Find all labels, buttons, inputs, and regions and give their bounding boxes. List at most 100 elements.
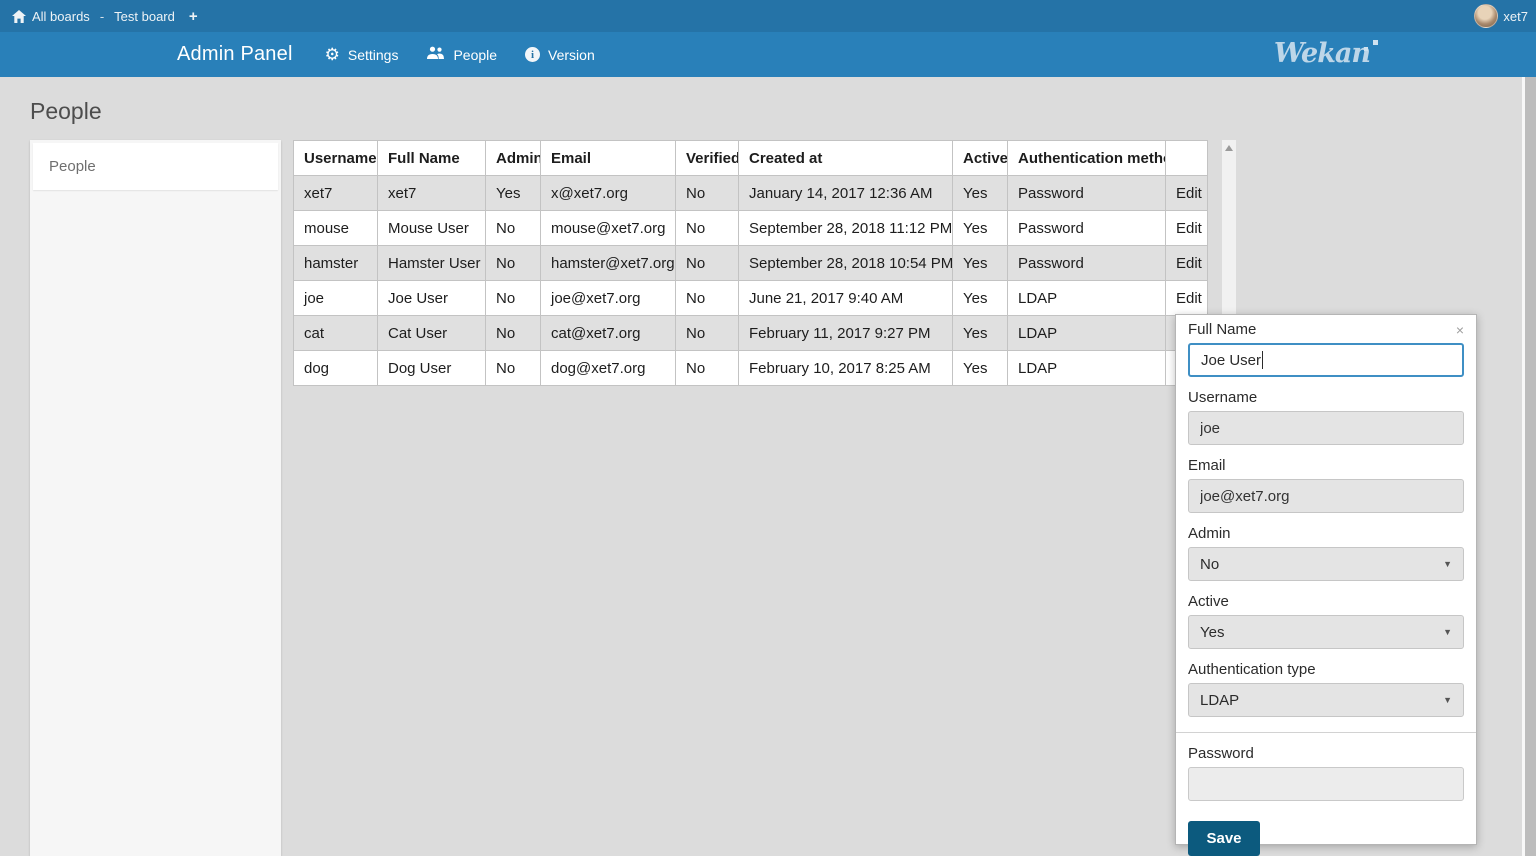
- cell-email: joe@xet7.org: [540, 280, 676, 316]
- users-table: Username Full Name Admin Email Verified …: [293, 140, 1208, 386]
- edit-link[interactable]: Edit: [1176, 219, 1202, 237]
- nav-settings[interactable]: ⚙ Settings: [325, 46, 399, 63]
- cell-auth-method: Password: [1007, 175, 1166, 211]
- cell-admin: No: [485, 280, 541, 316]
- auth-type-select-value: LDAP: [1200, 691, 1240, 709]
- admin-select-value: No: [1200, 555, 1220, 573]
- table-row: joe Joe User No joe@xet7.org No June 21,…: [293, 280, 1208, 316]
- password-input[interactable]: [1188, 767, 1464, 801]
- active-select-value: Yes: [1200, 623, 1225, 641]
- cell-full-name: Dog User: [377, 350, 486, 386]
- password-label: Password: [1188, 745, 1254, 762]
- logo-pixel: [1364, 47, 1368, 51]
- user-menu[interactable]: xet7: [1474, 0, 1528, 32]
- email-input: [1188, 479, 1464, 513]
- cell-full-name: Hamster User: [377, 245, 486, 281]
- cell-created-at: January 14, 2017 12:36 AM: [738, 175, 953, 211]
- sidebar-item-people[interactable]: People: [33, 143, 278, 190]
- active-select[interactable]: Yes ▼: [1188, 615, 1464, 649]
- cell-auth-method: Password: [1007, 245, 1166, 281]
- full-name-value: Joe User: [1201, 351, 1262, 369]
- username-label: Username: [1188, 389, 1258, 406]
- edit-link[interactable]: Edit: [1176, 254, 1202, 272]
- page-title: People: [30, 98, 102, 124]
- home-icon: [12, 9, 26, 23]
- scroll-up-arrow-icon[interactable]: [1225, 145, 1233, 151]
- nav-version-label: Version: [548, 46, 595, 63]
- nav-people[interactable]: People: [426, 46, 497, 63]
- table-row: dog Dog User No dog@xet7.org No February…: [293, 350, 1208, 386]
- cell-auth-method: LDAP: [1007, 315, 1166, 351]
- board-name-link[interactable]: Test board: [114, 8, 175, 24]
- wekan-logo: Wekan: [1262, 38, 1382, 69]
- col-actions: [1165, 140, 1208, 176]
- auth-type-select[interactable]: LDAP ▼: [1188, 683, 1464, 717]
- full-name-input[interactable]: Joe User: [1188, 343, 1464, 377]
- email-label: Email: [1188, 457, 1226, 474]
- text-cursor: [1262, 351, 1264, 369]
- board-top-bar: All boards - Test board + xet7: [0, 0, 1536, 32]
- col-username: Username: [293, 140, 378, 176]
- cell-admin: Yes: [485, 175, 541, 211]
- admin-header: Admin Panel ⚙ Settings People i Version …: [0, 32, 1536, 77]
- info-icon: i: [525, 47, 541, 62]
- close-icon[interactable]: ×: [1455, 322, 1464, 338]
- admin-nav: ⚙ Settings People i Version: [325, 46, 595, 63]
- cell-verified: No: [675, 315, 739, 351]
- cell-active: Yes: [952, 245, 1008, 281]
- page-header-title: Admin Panel: [177, 43, 293, 65]
- cell-username: joe: [293, 280, 378, 316]
- auth-type-label: Authentication type: [1188, 661, 1316, 678]
- edit-link[interactable]: Edit: [1176, 184, 1202, 202]
- people-icon: [426, 46, 445, 63]
- nav-people-label: People: [453, 46, 498, 63]
- save-button[interactable]: Save: [1188, 821, 1260, 856]
- col-email: Email: [540, 140, 676, 176]
- add-board-icon[interactable]: +: [188, 7, 198, 25]
- cell-verified: No: [675, 210, 739, 246]
- table-row: mouse Mouse User No mouse@xet7.org No Se…: [293, 210, 1208, 246]
- cell-verified: No: [675, 175, 739, 211]
- wekan-logo-text: Wekan: [1273, 38, 1371, 69]
- cell-active: Yes: [952, 210, 1008, 246]
- nav-version[interactable]: i Version: [525, 47, 595, 63]
- cell-verified: No: [675, 280, 739, 316]
- user-name: xet7: [1503, 8, 1528, 24]
- chevron-down-icon: ▼: [1443, 695, 1452, 705]
- cell-username: xet7: [293, 175, 378, 211]
- table-row: hamster Hamster User No hamster@xet7.org…: [293, 245, 1208, 281]
- cell-email: x@xet7.org: [540, 175, 676, 211]
- col-active: Active: [952, 140, 1008, 176]
- breadcrumb-separator: -: [99, 8, 105, 24]
- cell-full-name: xet7: [377, 175, 486, 211]
- cell-email: dog@xet7.org: [540, 350, 676, 386]
- col-created-at: Created at: [738, 140, 953, 176]
- home-link[interactable]: All boards: [12, 9, 90, 24]
- cell-active: Yes: [952, 315, 1008, 351]
- cell-email: hamster@xet7.org: [540, 245, 676, 281]
- nav-settings-label: Settings: [347, 46, 399, 63]
- cell-created-at: February 11, 2017 9:27 PM: [738, 315, 953, 351]
- chevron-down-icon: ▼: [1443, 559, 1452, 569]
- cell-admin: No: [485, 210, 541, 246]
- page-scrollbar-thumb[interactable]: [1525, 77, 1536, 856]
- cell-full-name: Mouse User: [377, 210, 486, 246]
- page-scrollbar[interactable]: [1522, 77, 1536, 856]
- table-header-row: Username Full Name Admin Email Verified …: [293, 140, 1208, 176]
- col-auth-method: Authentication method: [1007, 140, 1166, 176]
- cell-email: mouse@xet7.org: [540, 210, 676, 246]
- sidebar: People: [30, 140, 281, 856]
- cell-created-at: June 21, 2017 9:40 AM: [738, 280, 953, 316]
- cell-auth-method: LDAP: [1007, 350, 1166, 386]
- all-boards-link[interactable]: All boards: [32, 8, 90, 24]
- active-label: Active: [1188, 593, 1229, 610]
- table-row: cat Cat User No cat@xet7.org No February…: [293, 315, 1208, 351]
- col-full-name: Full Name: [377, 140, 486, 176]
- cell-full-name: Cat User: [377, 315, 486, 351]
- admin-select[interactable]: No ▼: [1188, 547, 1464, 581]
- edit-link[interactable]: Edit: [1176, 289, 1202, 307]
- cell-verified: No: [675, 350, 739, 386]
- cell-created-at: September 28, 2018 10:54 PM: [738, 245, 953, 281]
- cell-created-at: September 28, 2018 11:12 PM: [738, 210, 953, 246]
- table-row: xet7 xet7 Yes x@xet7.org No January 14, …: [293, 175, 1208, 211]
